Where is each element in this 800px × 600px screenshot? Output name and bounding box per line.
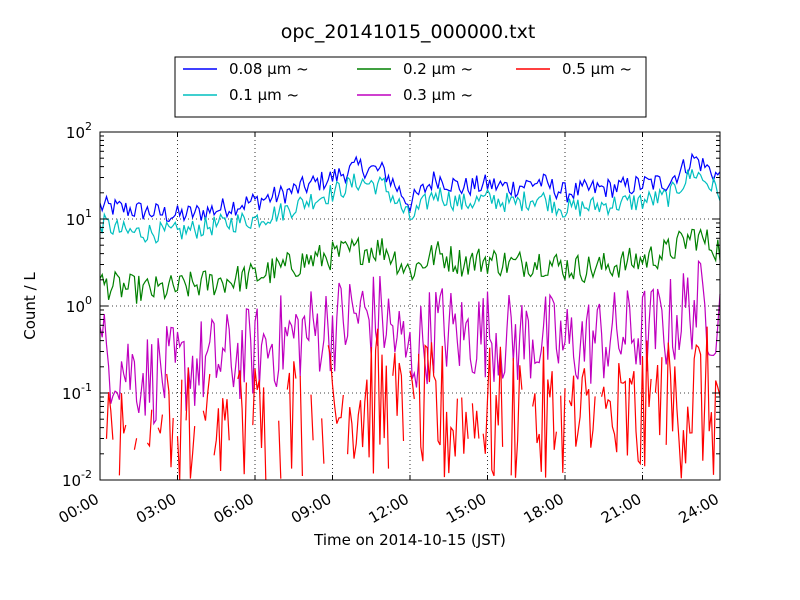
y-tick-base: 10 <box>66 298 85 316</box>
y-tick-base: 10 <box>66 211 85 229</box>
series-line <box>99 152 721 223</box>
x-tick-label: 12:00 <box>366 490 412 527</box>
y-tick-base: 10 <box>62 472 81 490</box>
x-axis-label: Time on 2014-10-15 (JST) <box>313 531 506 549</box>
y-tick-label: 10-1 <box>62 381 92 403</box>
y-tick-label: 100 <box>66 294 92 316</box>
legend-label: 0.3 μm ~ <box>403 86 473 104</box>
chart-title: opc_20141015_000000.txt <box>281 21 536 43</box>
y-tick-exponent: 2 <box>85 120 92 133</box>
x-tick-label: 21:00 <box>598 490 644 527</box>
series-line <box>99 227 721 304</box>
y-tick-exponent: -2 <box>81 468 92 481</box>
x-tick-label: 24:00 <box>676 490 722 527</box>
y-tick-base: 10 <box>62 385 81 403</box>
y-tick-exponent: -1 <box>81 381 92 394</box>
y-tick-label: 102 <box>66 120 92 142</box>
y-tick-exponent: 0 <box>85 294 92 307</box>
y-axis-label: Count / L <box>21 272 39 340</box>
x-tick-label: 18:00 <box>521 490 567 527</box>
series-lines <box>99 152 721 480</box>
series-line <box>99 169 721 244</box>
y-tick-label: 10-2 <box>62 468 92 490</box>
y-tick-base: 10 <box>66 124 85 142</box>
series-line <box>105 326 721 480</box>
x-tick-label: 06:00 <box>211 490 257 527</box>
legend: 0.08 μm ~ 0.1 μm ~ 0.2 μm ~ 0.3 μm ~ 0.5 μm … <box>174 56 647 118</box>
legend-box <box>174 56 647 118</box>
x-tick-label: 09:00 <box>288 490 334 527</box>
series-line <box>99 259 721 426</box>
legend-label: 0.08 μm ~ <box>229 60 309 78</box>
y-tick-label: 101 <box>66 207 92 229</box>
legend-label: 0.1 μm ~ <box>229 86 299 104</box>
x-tick-label: 03:00 <box>133 490 179 527</box>
legend-label: 0.2 μm ~ <box>403 60 473 78</box>
legend-label: 0.5 μm ~ <box>562 60 632 78</box>
grid-lines <box>100 132 720 480</box>
x-tick-label: 15:00 <box>443 490 489 527</box>
y-tick-exponent: 1 <box>85 207 92 220</box>
x-tick-label: 00:00 <box>56 490 102 527</box>
